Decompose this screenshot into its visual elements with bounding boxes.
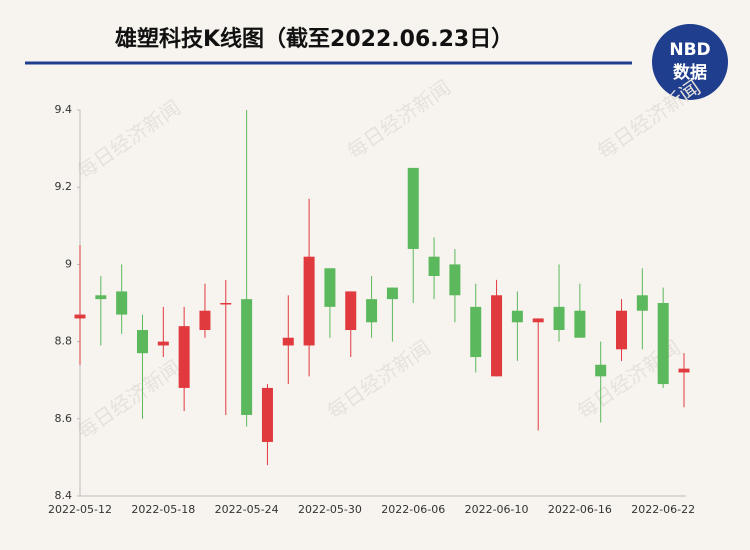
y-tick-label: 9 [65, 257, 72, 270]
candle-body [470, 306, 482, 358]
candle-body [261, 387, 273, 442]
candle-body [282, 337, 294, 346]
watermark: 每日经济新闻 [73, 355, 185, 443]
candle-body [657, 303, 669, 385]
candle-body [553, 306, 565, 331]
candle-body [178, 326, 190, 388]
candle-body [116, 291, 128, 315]
candle-body [199, 310, 211, 331]
candle-body [491, 295, 503, 377]
x-tick-label: 2022-05-30 [298, 503, 362, 516]
x-tick-label: 2022-05-24 [215, 503, 279, 516]
candle-body [95, 295, 107, 300]
x-tick-label: 2022-06-10 [465, 503, 529, 516]
x-tick-label: 2022-06-16 [548, 503, 612, 516]
y-tick-label: 9.4 [55, 103, 73, 116]
candle-body [220, 303, 232, 305]
candle-body [449, 264, 461, 296]
y-tick-label: 8.4 [55, 489, 73, 502]
candle-body [636, 295, 648, 311]
x-tick-label: 2022-06-06 [381, 503, 445, 516]
logo [652, 24, 728, 100]
candle-body [136, 330, 148, 354]
watermark: 每日经济新闻 [593, 75, 705, 163]
candle-body [532, 318, 544, 323]
candle-body [407, 167, 419, 249]
watermark: 每日经济新闻 [323, 335, 435, 423]
candle-body [678, 368, 690, 373]
x-tick-label: 2022-06-22 [631, 503, 695, 516]
logo-text: NBD [669, 40, 710, 60]
candle-body [574, 310, 586, 338]
candle-body [241, 299, 253, 415]
chart-title: 雄塑科技K线图（截至2022.06.23日） [114, 26, 513, 52]
y-tick-label: 8.6 [55, 412, 73, 425]
candle-body [345, 291, 357, 331]
candle-body [366, 299, 378, 323]
candle-body [303, 256, 315, 346]
y-tick-label: 8.8 [55, 335, 73, 348]
candle-body [324, 268, 336, 307]
y-tick-label: 9.2 [55, 180, 73, 193]
watermarks: 每日经济新闻 每日经济新闻 每日经济新闻 每日经济新闻 每日经济新闻 每日经济新… [73, 75, 705, 443]
watermark: 每日经济新闻 [343, 75, 455, 163]
candle-body [511, 310, 523, 323]
candle-body [157, 341, 169, 346]
x-tick-label: 2022-05-18 [131, 503, 195, 516]
logo-text: 数据 [673, 62, 707, 83]
candle-body [428, 256, 440, 276]
candle-body [74, 314, 86, 319]
candle-body [386, 287, 398, 300]
candle-body [595, 364, 607, 377]
watermark: 每日经济新闻 [73, 95, 185, 183]
candle-body [616, 310, 628, 350]
x-tick-label: 2022-05-12 [48, 503, 112, 516]
